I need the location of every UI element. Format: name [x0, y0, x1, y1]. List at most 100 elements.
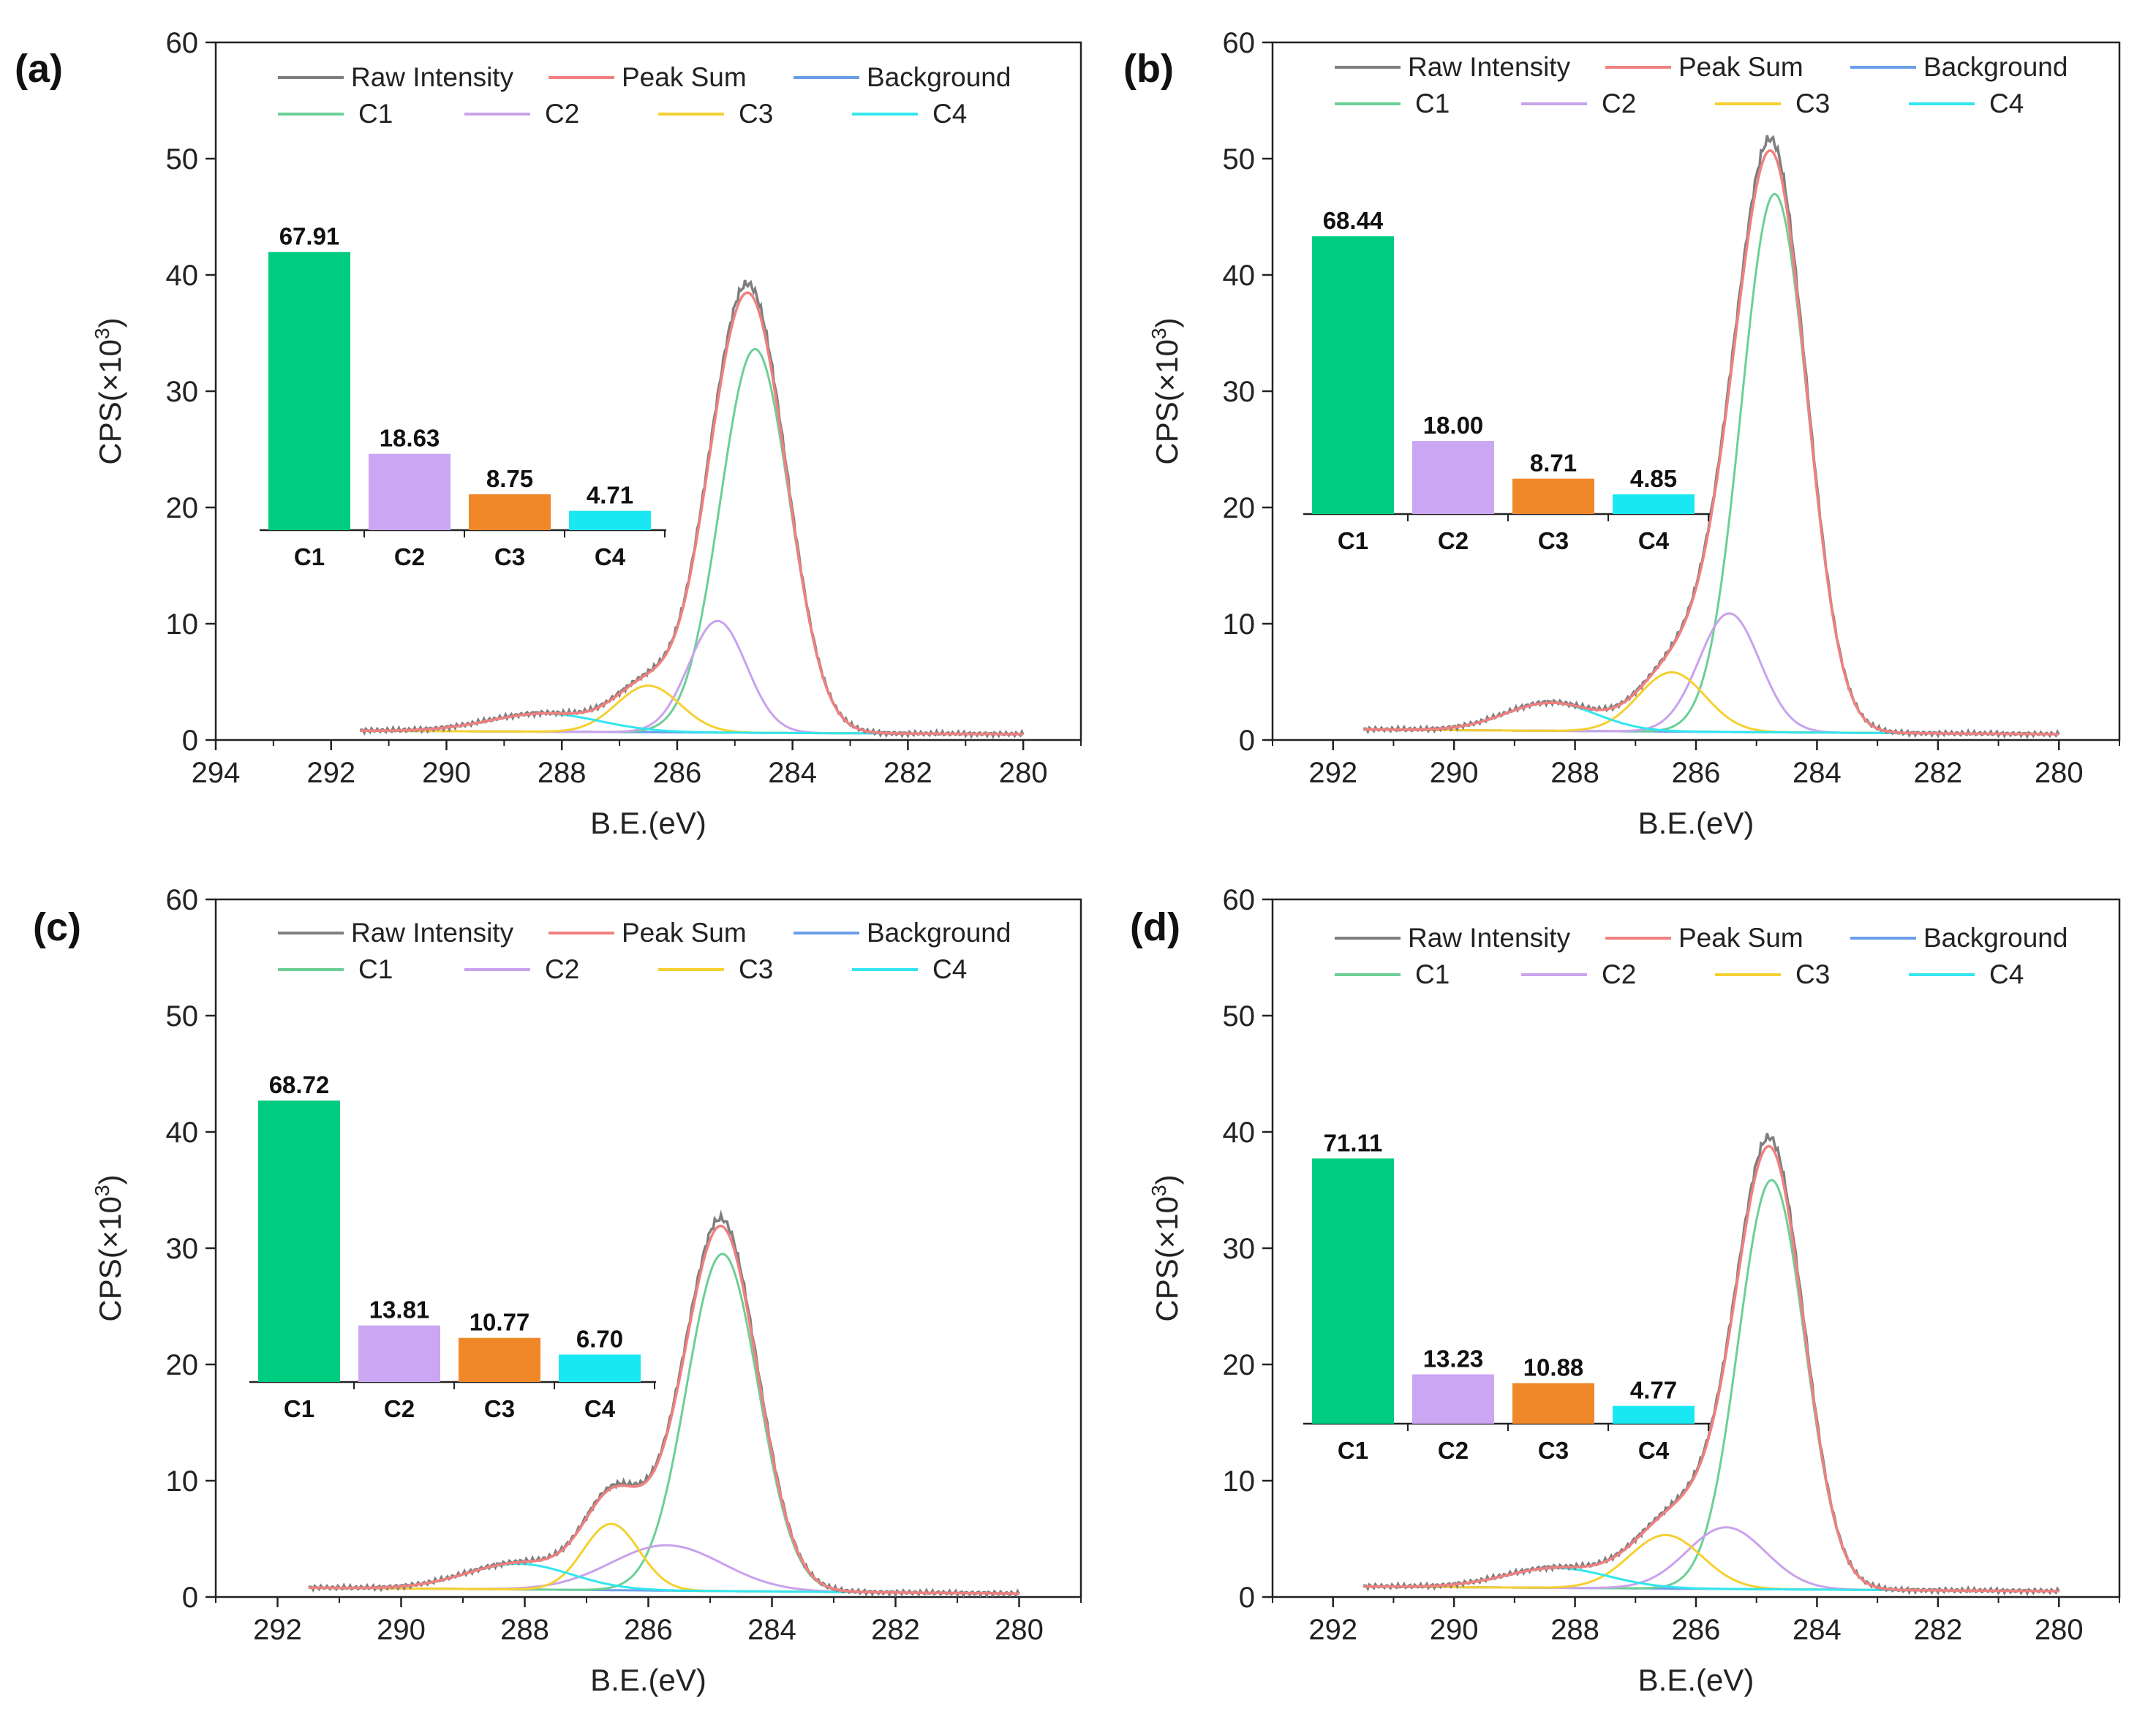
legend-label-c1: C1	[1415, 88, 1450, 118]
legend-label: Peak Sum	[1678, 52, 1803, 82]
inset-bar-value: 67.91	[279, 223, 340, 250]
inset-category-label: C1	[294, 543, 325, 570]
panel-label: (a)	[15, 47, 63, 91]
x-tick-label: 284	[768, 757, 817, 789]
x-tick-label: 288	[538, 757, 587, 789]
inset-category-label: C1	[1338, 527, 1368, 554]
x-tick-label: 290	[422, 757, 471, 789]
inset-bar-c3	[469, 494, 551, 530]
y-tick-label: 20	[166, 1349, 199, 1381]
x-tick-label: 288	[1550, 757, 1599, 789]
legend-label-c2: C2	[545, 99, 579, 129]
y-tick-label: 60	[1223, 884, 1256, 916]
inset-bar-c1	[268, 252, 350, 530]
y-tick-label: 0	[1239, 725, 1255, 757]
legend-label-c1: C1	[358, 954, 393, 984]
component-c1-line	[360, 347, 1024, 736]
peak-sum-line	[1363, 1144, 2059, 1593]
legend-label-c2: C2	[1602, 88, 1636, 118]
plot-frame	[1271, 898, 2121, 1598]
plot-frame	[1271, 41, 2121, 741]
legend: Raw Intensity Peak Sum Background C1 C2 C3 C4	[1335, 52, 2068, 118]
component-c2-line	[1363, 612, 2059, 736]
panel-label: (c)	[33, 905, 81, 949]
inset-bar-value: 68.44	[1323, 207, 1384, 234]
inset-category-label: C3	[1538, 527, 1569, 554]
x-tick-label: 292	[306, 757, 355, 789]
legend-label: Background	[867, 62, 1011, 92]
inset-bar-c1	[258, 1100, 340, 1382]
x-tick-label: 280	[2035, 1614, 2084, 1646]
inset-bar-chart: 67.91 C1 18.63 C2 8.75 C3 4.71 C4	[260, 223, 666, 570]
y-tick-label: 20	[1223, 1349, 1256, 1381]
inset-category-label: C1	[284, 1395, 314, 1422]
x-axis-title: B.E.(eV)	[590, 806, 706, 840]
x-tick-label: 282	[883, 757, 932, 789]
x-tick-label: 284	[747, 1614, 796, 1646]
inset-bar-c4	[1613, 1405, 1695, 1424]
raw-intensity-line	[360, 279, 1025, 740]
legend-label-c4: C4	[1989, 88, 2024, 118]
x-tick-label: 284	[1793, 757, 1842, 789]
x-tick-label: 280	[995, 1614, 1044, 1646]
inset-bar-chart: 68.72 C1 13.81 C2 10.77 C3 6.70 C4	[249, 1071, 656, 1422]
legend-label: Raw Intensity	[1408, 923, 1571, 953]
y-tick-label: 0	[182, 1582, 198, 1614]
y-tick-label: 60	[166, 884, 199, 916]
x-axis-title: B.E.(eV)	[1638, 806, 1754, 840]
inset-category-label: C4	[584, 1395, 616, 1422]
y-tick-label: 50	[166, 1000, 199, 1032]
inset-category-label: C4	[1638, 1437, 1670, 1464]
inset-category-label: C2	[1438, 527, 1469, 554]
legend-label: Raw Intensity	[1408, 52, 1571, 82]
x-tick-label: 294	[192, 757, 241, 789]
legend-label-c1: C1	[358, 99, 393, 129]
x-tick-label: 286	[1672, 757, 1721, 789]
inset-bar-value: 4.85	[1630, 465, 1677, 492]
inset-category-label: C4	[595, 543, 626, 570]
y-tick-label: 40	[1223, 260, 1256, 292]
y-axis-title: CPS(×103)	[91, 317, 127, 464]
y-tick-label: 30	[166, 1233, 199, 1265]
legend-label-c2: C2	[1602, 959, 1636, 989]
x-tick-label: 282	[1913, 757, 1962, 789]
inset-bar-value: 6.70	[576, 1325, 623, 1352]
y-tick-label: 30	[1223, 376, 1256, 408]
y-tick-label: 0	[1239, 1582, 1255, 1614]
inset-bar-c2	[369, 453, 451, 530]
x-tick-label: 288	[1550, 1614, 1599, 1646]
inset-bar-value: 10.88	[1523, 1354, 1584, 1381]
legend: Raw Intensity Peak Sum Background C1 C2 C3 C4	[278, 62, 1011, 129]
inset-category-label: C3	[494, 543, 525, 570]
inset-bar-value: 4.71	[587, 482, 633, 509]
y-tick-label: 30	[1223, 1233, 1256, 1265]
x-tick-label: 282	[1913, 1614, 1962, 1646]
legend-label-c3: C3	[739, 954, 773, 984]
inset-bar-c1	[1312, 236, 1394, 514]
inset-bar-c2	[1412, 441, 1494, 514]
inset-category-label: C2	[1438, 1437, 1469, 1464]
x-tick-label: 292	[1308, 1614, 1357, 1646]
chart-panel-d: (d) 0 10 20 30 40 50 60 292 290 288 286 284 282 280 B.E…	[1130, 884, 2121, 1697]
chart-panel-b: (b) 0 10 20 30 40 50 60 292 290 288 286 284 282 280 B.E…	[1123, 27, 2121, 840]
inset-bar-value: 10.77	[470, 1309, 530, 1336]
y-axis-title: CPS(×103)	[1147, 317, 1184, 464]
inset-bar-c1	[1312, 1158, 1394, 1424]
y-tick-label: 40	[166, 260, 199, 292]
legend-label-c3: C3	[1795, 959, 1830, 989]
legend-label: Peak Sum	[1678, 923, 1803, 953]
inset-bar-c4	[559, 1354, 641, 1382]
inset-bar-value: 8.75	[486, 465, 533, 492]
legend-label-c4: C4	[932, 99, 967, 129]
x-tick-label: 290	[377, 1614, 426, 1646]
y-tick-label: 10	[166, 1465, 199, 1498]
inset-bar-c2	[1412, 1374, 1494, 1424]
legend-label: Peak Sum	[622, 62, 747, 92]
y-axis-title: CPS(×103)	[91, 1174, 127, 1321]
x-tick-label: 286	[1672, 1614, 1721, 1646]
x-tick-label: 290	[1430, 1614, 1479, 1646]
peak-sum-line	[1363, 148, 2059, 736]
legend-label-c4: C4	[1989, 959, 2024, 989]
inset-bar-c2	[358, 1325, 440, 1382]
